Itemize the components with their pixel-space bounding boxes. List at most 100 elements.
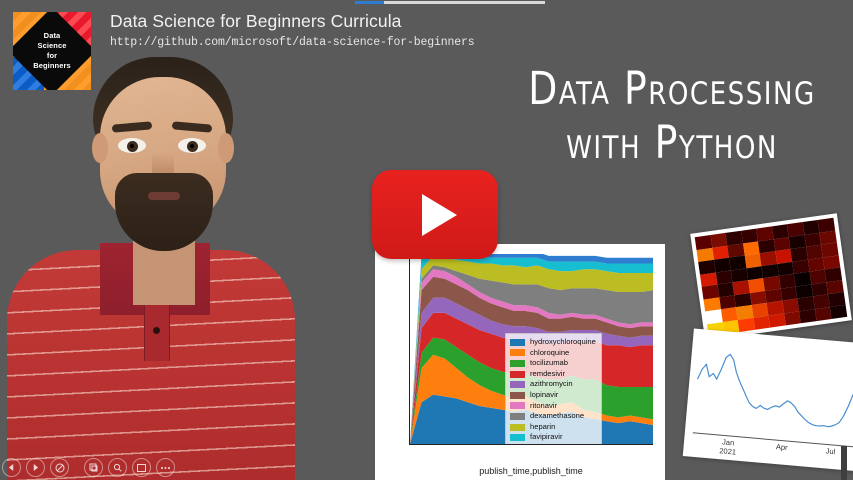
heatmap-cell <box>753 315 771 330</box>
logo-line-2: Science <box>37 41 67 50</box>
heatmap-cell <box>768 313 786 328</box>
x-tick-mark <box>567 444 568 445</box>
legend-label: dexamethasone <box>530 411 585 421</box>
slide-heading-line-1: Data Processing <box>528 61 816 115</box>
slide-heading: Data Processing with Python <box>497 62 847 170</box>
heatmap-cell <box>783 310 802 326</box>
legend-swatch <box>510 391 525 399</box>
presenter-ear-left <box>92 133 108 163</box>
y-tick-mark <box>409 292 410 293</box>
zoom-rect-icon[interactable] <box>84 458 103 477</box>
x-tick-mark <box>494 444 495 445</box>
legend-swatch <box>510 349 525 357</box>
shirt-button <box>153 327 160 334</box>
configure-icon[interactable] <box>132 458 151 477</box>
legend-swatch <box>510 381 525 389</box>
curriculum-logo: Data Science for Beginners <box>13 12 91 90</box>
x-axis-label: publish_time,publish_time <box>479 466 583 476</box>
legend-label: lopinavir <box>530 389 559 399</box>
legend-label: heparin <box>530 421 556 431</box>
play-button[interactable] <box>372 170 498 259</box>
legend-item[interactable]: chloroquine <box>510 348 596 359</box>
legend-label: tocilizumab <box>530 358 568 368</box>
y-tick-mark <box>409 406 410 407</box>
line-chart-x-axis <box>692 432 853 448</box>
heatmap-cell <box>814 306 832 322</box>
search-icon[interactable] <box>108 458 127 477</box>
line-chart-svg <box>692 353 853 448</box>
back-icon[interactable] <box>2 458 21 477</box>
slide-heading-line-2: with Python <box>566 116 778 169</box>
area-band-favipiravir <box>410 254 653 444</box>
area-band-heparin <box>410 255 653 444</box>
pupil-left <box>127 141 138 152</box>
right-edge-strip <box>841 446 847 480</box>
legend-swatch <box>510 370 525 378</box>
x-tick-mark <box>630 444 631 445</box>
legend-item[interactable]: azithromycin <box>510 379 596 390</box>
legend-item[interactable]: lopinavir <box>510 390 596 401</box>
legend-label: methylprednisolone <box>530 443 596 444</box>
legend-item[interactable]: dexamethasone <box>510 411 596 422</box>
presenter-eye-right <box>178 138 206 153</box>
legend-item[interactable]: methylprednisolone <box>510 443 596 444</box>
legend-label: remdesivir <box>530 368 566 378</box>
legend-item[interactable]: hydroxychloroquine <box>510 337 596 348</box>
legend-item[interactable]: heparin <box>510 422 596 433</box>
pupil-right <box>187 141 198 152</box>
x-tick-mark <box>421 444 422 445</box>
legend-swatch <box>510 338 525 346</box>
legend-item[interactable]: remdesivir <box>510 369 596 380</box>
legend-label: chloroquine <box>530 347 570 357</box>
legend-swatch <box>510 412 525 420</box>
legend-label: favipiravir <box>530 432 563 442</box>
line-chart-card: Jan 2021 Apr Jul <box>682 328 853 472</box>
presenter-ear-right <box>218 133 234 163</box>
legend-swatch <box>510 423 525 431</box>
presenter-mouth <box>148 192 180 200</box>
matplotlib-nav-toolbar[interactable] <box>2 458 175 477</box>
y-tick-mark <box>409 368 410 369</box>
logo-line-4: Beginners <box>33 61 71 70</box>
logo-text: Data Science for Beginners <box>13 12 91 90</box>
heatmap-cell <box>737 317 755 332</box>
y-tick-mark <box>409 444 410 445</box>
heatmap-cell <box>830 304 848 319</box>
presenter-photo <box>5 55 295 480</box>
area-band-dexamethasone <box>410 265 653 444</box>
legend-label: hydroxychloroquine <box>530 337 596 346</box>
pan-icon[interactable] <box>50 458 69 477</box>
legend-label: azithromycin <box>530 379 573 389</box>
area-band-lopinavir <box>410 276 653 444</box>
heatmap-grid <box>694 217 848 337</box>
logo-line-3: for <box>46 51 58 60</box>
legend-item[interactable]: tocilizumab <box>510 358 596 369</box>
y-tick-mark <box>409 330 410 331</box>
forward-icon[interactable] <box>26 458 45 477</box>
play-triangle-icon <box>421 193 457 236</box>
page-title: Data Science for Beginners Curricula <box>110 11 402 31</box>
repository-url[interactable]: http://github.com/microsoft/data-science… <box>110 36 475 49</box>
legend-swatch <box>510 359 525 367</box>
legend-item[interactable]: favipiravir <box>510 432 596 443</box>
legend-swatch <box>510 402 525 410</box>
presenter-beard <box>115 173 213 251</box>
chart-legend[interactable]: hydroxychloroquine chloroquine tocilizumab… <box>505 333 602 444</box>
line-chart-series <box>696 353 853 428</box>
heatmap-card <box>690 213 852 341</box>
line-chart-xtick-jul: Jul <box>825 446 836 457</box>
legend-item[interactable]: ritonavir <box>510 401 596 412</box>
more-options-icon[interactable] <box>156 458 175 477</box>
line-chart-xtick-2021: 2021 <box>718 446 737 457</box>
stacked-area-figure: 0.00.20.40.60.81.0 (2020, 1)(2020, 6)(20… <box>375 244 665 480</box>
video-progress-fill <box>355 1 384 4</box>
legend-swatch <box>510 434 525 442</box>
chart-plot-area: 0.00.20.40.60.81.0 (2020, 1)(2020, 6)(20… <box>409 254 653 445</box>
presenter-shirt <box>7 250 295 480</box>
video-progress-bar[interactable] <box>355 1 545 4</box>
logo-line-1: Data <box>43 31 61 40</box>
presenter-eye-left <box>118 138 146 153</box>
legend-label: ritonavir <box>530 400 558 410</box>
line-chart-xtick-apr: Apr <box>775 442 788 453</box>
